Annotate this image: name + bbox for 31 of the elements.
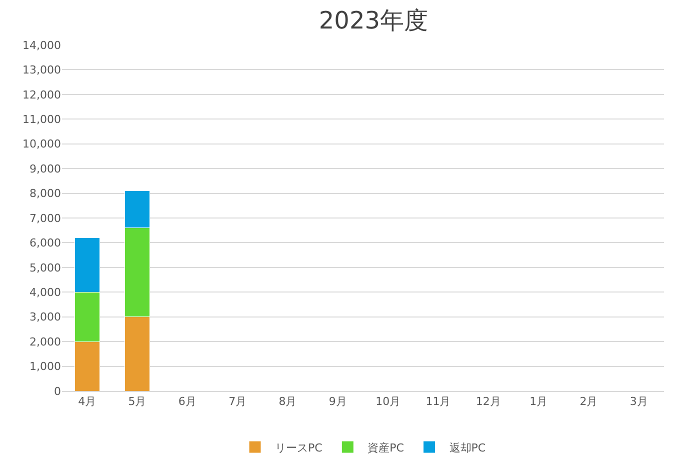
x-tick-label: 12月 — [476, 395, 501, 408]
y-tick-label: 14,000 — [22, 38, 61, 52]
y-tick-label: 13,000 — [22, 64, 61, 77]
x-tick-label: 9月 — [328, 395, 347, 408]
x-tick-label: 2月 — [580, 395, 598, 408]
y-tick-label: 7,000 — [30, 212, 61, 225]
x-tick-label: 6月 — [178, 395, 196, 408]
y-tick-label: 0 — [54, 384, 61, 398]
y-tick-label: 4,000 — [30, 286, 61, 299]
y-tick-label: 3,000 — [30, 310, 61, 324]
y-tick-label: 8,000 — [30, 187, 61, 200]
y-tick-label: 6,000 — [30, 236, 61, 250]
x-tick-label: 7月 — [228, 395, 247, 408]
y-tick-label: 10,000 — [22, 138, 61, 151]
y-tick-label: 11,000 — [22, 112, 61, 126]
x-tick-label: 4月 — [78, 395, 96, 408]
x-tick-label: 11月 — [426, 395, 451, 408]
legend-label: 返却PC — [449, 441, 486, 454]
x-tick-label: 1月 — [530, 395, 548, 408]
y-tick-label: 9,000 — [30, 162, 61, 176]
chart-title: 2023年度 — [318, 6, 428, 35]
y-tick-label: 12,000 — [22, 88, 61, 102]
y-tick-label: 2,000 — [30, 335, 61, 348]
legend-label: 資産PC — [368, 441, 404, 454]
x-tick-label: 5月 — [128, 395, 146, 408]
legend-label: リースPC — [275, 441, 323, 454]
x-tick-label: 3月 — [630, 395, 648, 408]
y-tick-label: 5,000 — [30, 261, 61, 274]
x-tick-label: 8月 — [278, 395, 297, 408]
y-tick-label: 1,000 — [30, 360, 61, 374]
x-tick-label: 10月 — [376, 395, 401, 408]
